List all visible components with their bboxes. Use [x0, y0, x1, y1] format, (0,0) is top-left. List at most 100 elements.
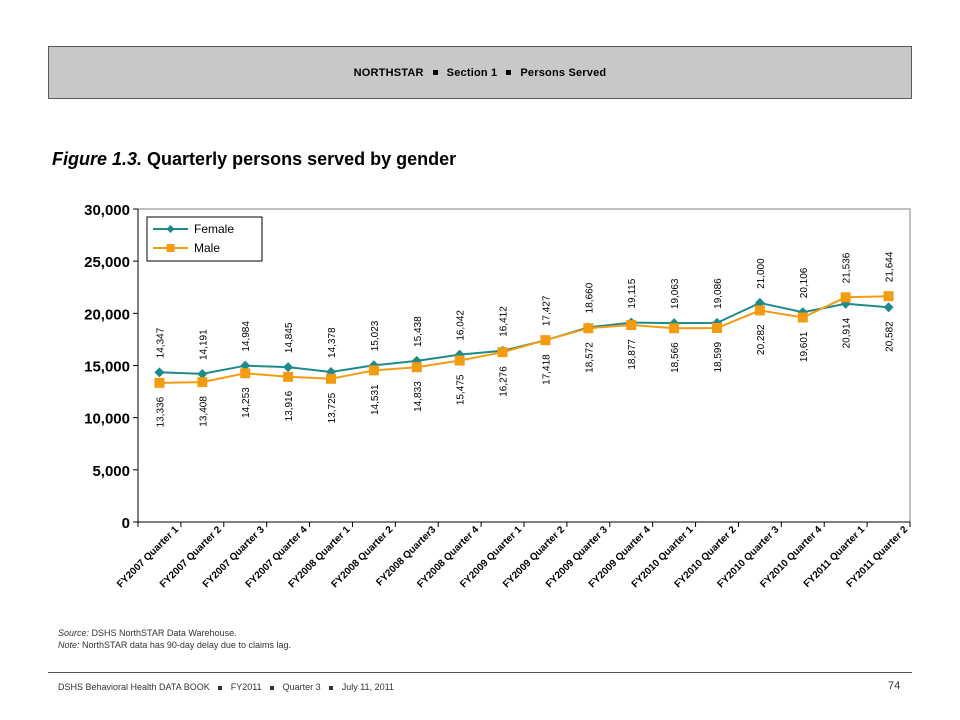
header-part-2: Persons Served — [520, 66, 607, 79]
page-footer: DSHS Behavioral Health DATA BOOK FY2011 … — [58, 682, 394, 692]
data-labels: 14,347 13,336 14,191 13,408 14,984 14,253 14,8… — [155, 251, 895, 427]
series-line-male — [159, 295, 889, 384]
y-tick-label: 0 — [122, 515, 130, 532]
data-point-male — [326, 373, 336, 384]
data-label-male: 21,536 — [842, 252, 853, 283]
bullet-separator — [218, 685, 223, 690]
data-label-male: 13,725 — [327, 392, 338, 423]
data-label-male: 13,336 — [155, 396, 166, 427]
legend-box — [146, 216, 263, 262]
data-label-male: 18,599 — [713, 342, 724, 373]
header-part-1: Section 1 — [446, 66, 498, 79]
legend-female-label: Female — [194, 222, 234, 236]
data-label-female: 14,191 — [198, 329, 209, 360]
data-point-male — [283, 371, 294, 382]
delay-note: Note: NorthSTAR data has 90-day delay du… — [58, 639, 291, 651]
data-label-male: 13,408 — [198, 396, 209, 427]
data-label-female: 15,023 — [370, 320, 381, 351]
data-label-female: 20,582 — [885, 321, 896, 352]
data-point-male — [712, 322, 722, 333]
section-header: NORTHSTAR Section 1 Persons Served — [48, 46, 912, 99]
y-tick-label: 30,000 — [84, 202, 130, 219]
footer-part-1: FY2011 — [230, 682, 262, 692]
data-label-female: 19,115 — [627, 278, 638, 308]
data-label-female: 20,106 — [799, 267, 810, 298]
bullet-separator — [329, 685, 334, 690]
data-label-male: 16,276 — [499, 366, 510, 397]
data-point-male — [411, 362, 422, 373]
data-label-female: 19,086 — [713, 278, 724, 309]
y-tick-label: 20,000 — [84, 306, 130, 323]
source-text: DSHS NorthSTAR Data Warehouse. — [89, 628, 237, 638]
y-tick-label: 10,000 — [84, 411, 130, 428]
data-point-male — [754, 305, 765, 316]
legend-male-label: Male — [194, 241, 220, 255]
data-label-female: 14,845 — [284, 322, 295, 353]
data-label-female: 16,412 — [499, 306, 510, 337]
data-label-female: 14,347 — [155, 327, 166, 358]
footer-part-3: July 11, 2011 — [341, 682, 394, 692]
figure-title: Figure 1.3. Quarterly persons served by … — [52, 149, 456, 170]
bullet-separator — [506, 70, 512, 75]
source-note: Source: DSHS NorthSTAR Data Warehouse. — [58, 627, 291, 639]
data-label-female: 14,378 — [327, 327, 338, 358]
data-point-male — [240, 368, 251, 379]
data-point-male — [197, 377, 208, 388]
data-point-female — [283, 362, 294, 373]
data-label-male: 15,475 — [456, 374, 467, 405]
data-point-male — [626, 320, 637, 331]
data-point-male — [540, 335, 551, 346]
series-markers — [154, 291, 894, 388]
data-point-female — [154, 367, 165, 378]
legend: Female Male — [146, 216, 263, 262]
bullet-separator — [432, 70, 438, 75]
data-label-female: 15,438 — [413, 316, 424, 347]
data-point-female — [197, 368, 208, 379]
footer-divider — [48, 672, 912, 673]
data-label-male: 17,427 — [541, 295, 552, 326]
data-label-female: 16,042 — [456, 310, 467, 341]
data-label-male: 14,531 — [370, 384, 381, 415]
y-tick-label: 5,000 — [92, 463, 130, 480]
series-lines — [159, 295, 889, 384]
source-label: Source: — [58, 628, 90, 638]
data-label-male: 13,916 — [284, 390, 295, 421]
data-point-male — [454, 355, 465, 366]
footer-part-0: DSHS Behavioral Health DATA BOOK — [58, 682, 210, 692]
data-point-male — [497, 347, 508, 358]
data-point-male — [368, 365, 379, 376]
data-point-male — [669, 323, 680, 334]
data-point-male — [583, 323, 594, 334]
data-point-female — [240, 360, 251, 371]
figure-notes: Source: DSHS NorthSTAR Data Warehouse. N… — [58, 627, 291, 651]
data-label-male: 19,601 — [799, 331, 810, 362]
y-axis-ticks: 0 5,000 10,000 15,000 20,000 25,000 30,000 — [84, 202, 138, 532]
figure-number: Figure 1.3. — [52, 149, 143, 169]
data-label-male: 20,282 — [756, 324, 767, 355]
data-point-male — [883, 291, 894, 302]
data-label-female: 21,000 — [756, 258, 767, 289]
data-point-male — [154, 377, 165, 388]
data-label-male: 18,572 — [584, 342, 595, 373]
legend-female-marker — [166, 225, 175, 233]
data-point-male — [797, 312, 808, 323]
footer-part-2: Quarter 3 — [282, 682, 321, 692]
data-label-male: 18,877 — [627, 339, 638, 370]
data-label-female: 14,984 — [241, 321, 252, 352]
bullet-separator — [270, 685, 275, 690]
data-label-female: 20,914 — [842, 317, 853, 348]
page-number: 74 — [888, 680, 901, 692]
data-point-female — [883, 302, 894, 313]
legend-male-marker — [166, 244, 175, 252]
data-label-male: 14,253 — [241, 387, 252, 418]
y-tick-label: 25,000 — [84, 254, 130, 271]
data-label-male: 14,833 — [413, 381, 424, 412]
data-point-male — [840, 292, 851, 303]
y-tick-label: 15,000 — [84, 359, 130, 376]
data-label-male: 21,644 — [885, 251, 896, 282]
data-label-male: 18,566 — [670, 342, 681, 373]
note-text: NorthSTAR data has 90-day delay due to c… — [79, 640, 291, 650]
data-label-female: 17,418 — [541, 354, 552, 385]
